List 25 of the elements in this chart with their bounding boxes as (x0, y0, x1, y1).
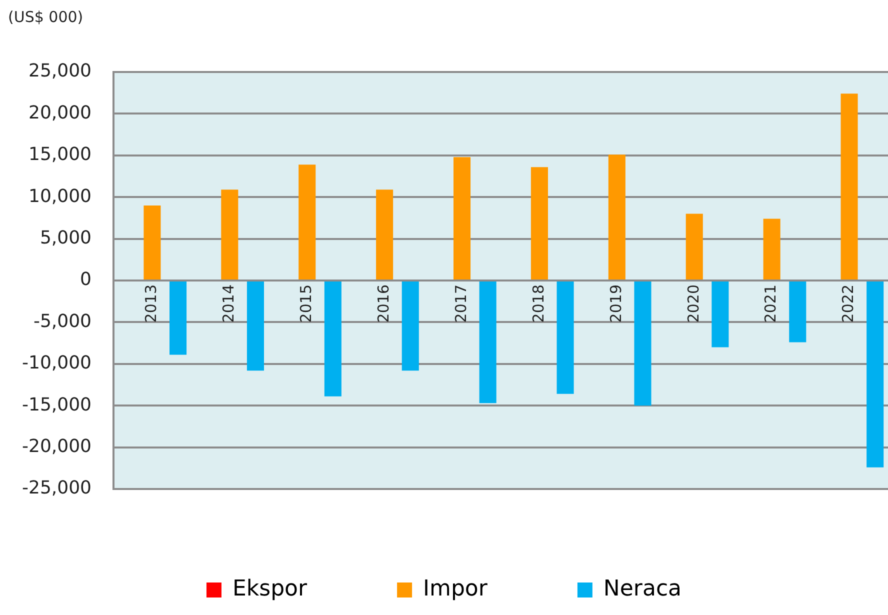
y-tick-label: 15,000 (28, 144, 92, 166)
y-tick-label: 10,000 (28, 186, 92, 207)
y-tick-label: 25,000 (28, 60, 92, 82)
y-tick-label: -5,000 (33, 310, 92, 332)
y-tick-label: -15,000 (22, 394, 92, 416)
y-tick-label: 0 (80, 269, 92, 290)
y-tick-label: 20,000 (28, 102, 92, 124)
x-tick-label: 2020 (684, 284, 702, 323)
y-tick-label: -25,000 (22, 478, 92, 499)
y-tick-label: -10,000 (22, 352, 92, 374)
x-tick-label: 2018 (529, 284, 548, 323)
y-axis-title: (US$ 000) (8, 8, 84, 26)
x-tick-label: 2013 (142, 284, 160, 323)
x-tick-label: 2017 (452, 284, 470, 323)
x-tick-label: 2019 (606, 284, 625, 323)
x-tick-label: 2021 (762, 284, 780, 323)
y-tick-label: -20,000 (22, 436, 92, 457)
x-tick-label: 2022 (839, 284, 858, 323)
legend-label: Impor (423, 576, 488, 602)
x-tick-label: 2014 (220, 284, 238, 323)
y-tick-label: 5,000 (40, 227, 92, 248)
legend-label: Ekspor (232, 576, 308, 602)
x-tick-label: 2015 (297, 284, 315, 323)
legend-label: Neraca (603, 576, 682, 602)
x-tick-label: 2016 (374, 284, 392, 323)
